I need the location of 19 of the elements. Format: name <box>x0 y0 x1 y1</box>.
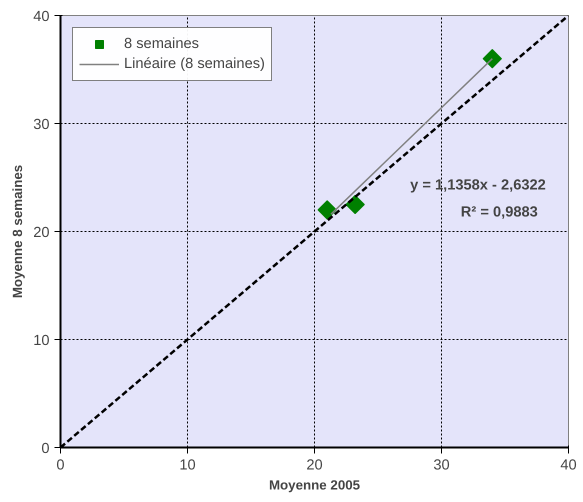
x-tick-label: 20 <box>306 458 323 474</box>
annotation: y = 1,1358x - 2,6322 <box>410 178 546 194</box>
legend-label: Linéaire (8 semaines) <box>124 56 265 72</box>
x-axis-title: Moyenne 2005 <box>268 478 361 492</box>
x-tick-label: 0 <box>56 458 65 474</box>
annotation: R² = 0,9883 <box>460 204 538 221</box>
point <box>482 49 502 68</box>
x-tick-label: 30 <box>433 458 450 474</box>
y-axis-title: Moyenne 8 semaines <box>10 164 26 298</box>
y-tick-label: 0 <box>41 441 50 457</box>
y-tick-label: 10 <box>33 333 50 349</box>
y-tick-label: 40 <box>33 9 50 25</box>
x-tick-label: 10 <box>179 458 196 474</box>
y-tick-label: 30 <box>33 117 50 133</box>
y-tick-label: 20 <box>33 225 50 241</box>
point <box>318 200 337 220</box>
legend-label: 8 semaines <box>124 36 199 52</box>
point <box>345 194 365 214</box>
x-tick-label: 40 <box>560 458 577 474</box>
